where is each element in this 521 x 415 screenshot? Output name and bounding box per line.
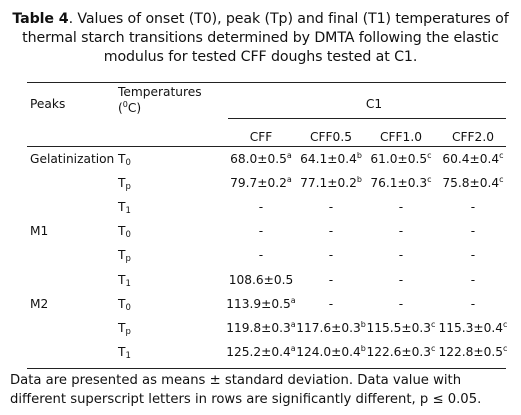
row-peak-label: M2: [30, 296, 49, 311]
row-temperature-symbol: Tp: [118, 176, 131, 193]
col-header-cff: CFF: [249, 130, 273, 144]
header-group-c1: C1: [365, 97, 383, 111]
table-cell: 113.9±0.5a: [226, 295, 296, 311]
table-cell: -: [470, 200, 476, 215]
table-cell: -: [398, 296, 404, 311]
row-temperature-symbol: T0: [118, 224, 131, 241]
bottom-rule: [27, 368, 506, 369]
col-header-cff05: CFF0.5: [310, 130, 352, 144]
table-cell: -: [398, 272, 404, 287]
row-temperature-symbol: Tp: [118, 248, 131, 265]
table-cell: -: [470, 224, 476, 239]
table-cell: -: [328, 296, 334, 311]
table-cell: 115.3±0.4c: [438, 319, 508, 335]
group-rule: [228, 118, 506, 119]
table-cell: 61.0±0.5c: [370, 151, 432, 167]
row-peak-label: Gelatinization: [30, 152, 115, 166]
col-header-cff10: CFF1.0: [380, 130, 422, 144]
header-rule: [27, 146, 506, 147]
row-peak-label: M1: [30, 224, 49, 239]
table-cell: -: [398, 224, 404, 239]
table-cell: -: [470, 272, 476, 287]
table-footnote: Data are presented as means ± standard d…: [10, 373, 482, 407]
header-temperatures: Temperatures (0C): [118, 85, 202, 115]
row-temperature-symbol: T0: [118, 152, 131, 168]
table-cell: -: [328, 224, 334, 239]
table-cell: -: [328, 248, 334, 263]
row-temperature-symbol: Tp: [118, 320, 131, 337]
table-label: Table 4: [12, 11, 69, 27]
table-cell: -: [470, 296, 476, 311]
row-temperature-symbol: T1: [118, 200, 131, 217]
table-cell: 122.6±0.3c: [366, 343, 436, 359]
table-cell: -: [470, 248, 476, 263]
table-cell: 119.8±0.3a: [226, 319, 296, 335]
table-caption: Table 4. Values of onset (T0), peak (Tp)…: [10, 10, 511, 67]
table-cell: -: [328, 272, 334, 287]
table-cell: -: [398, 248, 404, 263]
table-cell: 117.6±0.3b: [296, 319, 366, 335]
table-cell: 77.1±0.2b: [300, 175, 362, 191]
col-header-cff20: CFF2.0: [452, 130, 494, 144]
table-cell: 125.2±0.4a: [226, 343, 296, 359]
row-temperature-symbol: T1: [118, 272, 131, 289]
table-cell: -: [328, 200, 334, 215]
table-cell: 79.7±0.2a: [230, 175, 292, 191]
table-cell: -: [258, 224, 264, 239]
table-cell: 124.0±0.4b: [296, 343, 366, 359]
row-temperature-symbol: T1: [118, 344, 131, 361]
caption-text: . Values of onset (T0), peak (Tp) and fi…: [22, 11, 509, 65]
table-cell: 122.8±0.5c: [438, 343, 508, 359]
table-cell: 108.6±0.5: [228, 272, 294, 287]
top-rule: [27, 82, 506, 83]
row-temperature-symbol: T0: [118, 296, 131, 313]
table-cell: -: [258, 248, 264, 263]
table-cell: 75.8±0.4c: [442, 175, 504, 191]
table-cell: 64.1±0.4b: [300, 151, 362, 167]
table-cell: 115.5±0.3c: [366, 319, 436, 335]
table-cell: -: [398, 200, 404, 215]
table-cell: -: [258, 200, 264, 215]
table-cell: 60.4±0.4c: [442, 151, 504, 167]
header-peaks: Peaks: [30, 97, 66, 111]
table-cell: 76.1±0.3c: [370, 175, 432, 191]
table-cell: 68.0±0.5a: [230, 151, 292, 167]
